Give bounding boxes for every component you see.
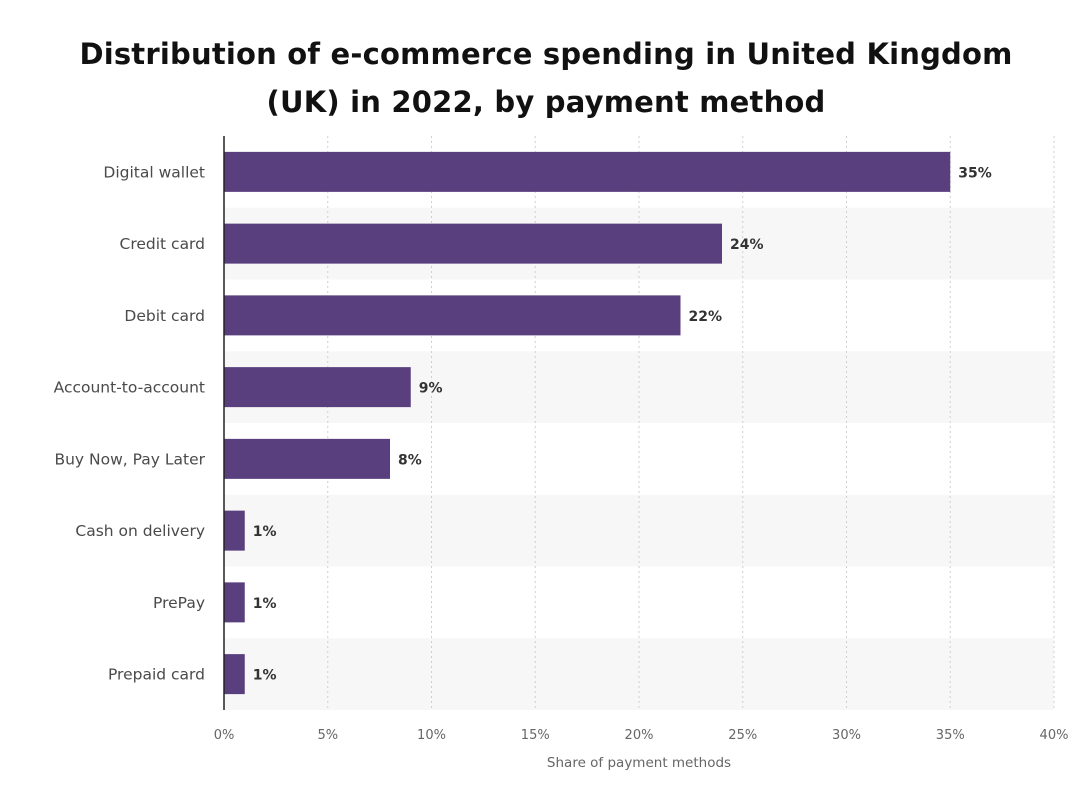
- x-tick-label: 5%: [317, 728, 338, 743]
- data-label: 1%: [253, 524, 277, 540]
- x-tick-label: 20%: [625, 728, 654, 743]
- x-tick-labels: 0% 5% 10% 15% 20% 25% 30% 35% 40%: [214, 728, 1069, 743]
- data-label: 9%: [419, 381, 443, 397]
- bar: [224, 510, 245, 551]
- data-label: 1%: [253, 668, 277, 684]
- x-axis-title: Share of payment methods: [547, 755, 731, 771]
- chart-title-line-2: (UK) in 2022, by payment method: [266, 85, 826, 119]
- category-label: Credit card: [120, 235, 206, 253]
- category-label: Digital wallet: [103, 163, 205, 181]
- chart-title: Distribution of e-commerce spending in U…: [0, 30, 1092, 126]
- category-label: PrePay: [153, 594, 205, 612]
- category-label: Buy Now, Pay Later: [54, 450, 205, 468]
- bar: [224, 438, 390, 479]
- data-label: 22%: [689, 309, 723, 325]
- category-label: Prepaid card: [108, 666, 205, 684]
- bar: [224, 223, 722, 264]
- data-label: 35%: [958, 165, 992, 181]
- data-labels: 35% 24% 22% 9% 8% 1% 1% 1%: [253, 165, 992, 683]
- bar: [224, 654, 245, 695]
- bars: [224, 151, 951, 695]
- row-band: [224, 494, 1054, 567]
- chart-title-line-1: Distribution of e-commerce spending in U…: [79, 37, 1013, 71]
- x-tick-label: 10%: [417, 728, 446, 743]
- category-label: Account-to-account: [54, 379, 205, 397]
- bar: [224, 151, 951, 192]
- category-label: Debit card: [124, 307, 205, 325]
- row-band: [224, 638, 1054, 710]
- x-tick-label: 35%: [936, 728, 965, 743]
- category-label: Cash on delivery: [75, 522, 205, 540]
- x-tick-label: 0%: [214, 728, 235, 743]
- data-label: 24%: [730, 237, 764, 253]
- bar: [224, 295, 681, 336]
- x-tick-label: 40%: [1040, 728, 1069, 743]
- data-label: 8%: [398, 452, 422, 468]
- category-labels: Digital wallet Credit card Debit card Accou…: [54, 163, 206, 683]
- x-tick-label: 25%: [728, 728, 757, 743]
- row-bands: [224, 207, 1054, 710]
- x-tick-label: 15%: [521, 728, 550, 743]
- bar: [224, 582, 245, 623]
- x-tick-label: 30%: [832, 728, 861, 743]
- data-label: 1%: [253, 596, 277, 612]
- bar: [224, 367, 411, 408]
